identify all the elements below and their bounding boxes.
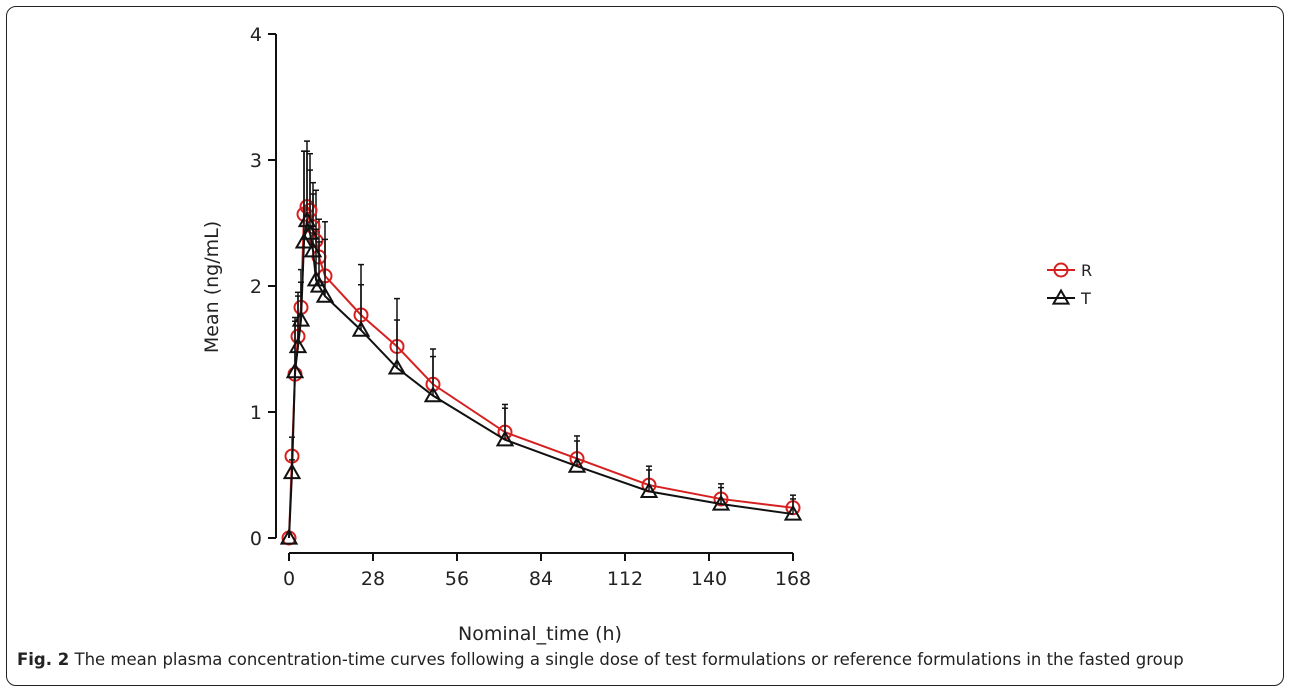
data-point bbox=[567, 456, 587, 473]
y-tick-label: 3 bbox=[250, 150, 262, 172]
chart-series bbox=[279, 140, 803, 546]
series-T bbox=[279, 150, 803, 545]
y-tick-label: 2 bbox=[250, 276, 262, 298]
figure-caption-text: The mean plasma concentration-time curve… bbox=[74, 650, 1184, 669]
x-tick-label: 28 bbox=[361, 568, 385, 590]
data-point bbox=[351, 320, 371, 337]
legend-label: R bbox=[1081, 261, 1092, 280]
data-point bbox=[711, 494, 731, 511]
data-point bbox=[309, 276, 329, 293]
data-point bbox=[285, 362, 305, 379]
y-axis-title: Mean (ng/mL) bbox=[201, 221, 223, 353]
y-tick-label: 0 bbox=[250, 528, 262, 550]
data-point bbox=[423, 386, 443, 403]
figure-frame bbox=[6, 6, 1284, 686]
legend-marker bbox=[1053, 262, 1069, 278]
legend-item-T: T bbox=[1047, 288, 1091, 308]
x-tick-label: 168 bbox=[775, 568, 811, 590]
figure-label: Fig. 2 bbox=[17, 650, 70, 669]
data-point bbox=[297, 210, 317, 228]
data-point bbox=[294, 232, 314, 249]
y-tick-label: 1 bbox=[250, 402, 262, 424]
legend-item-R: R bbox=[1047, 261, 1092, 280]
data-point bbox=[300, 223, 320, 240]
series-line-T bbox=[288, 220, 794, 539]
data-point bbox=[291, 310, 311, 327]
y-tick-label: 4 bbox=[250, 24, 262, 46]
x-tick-label: 112 bbox=[607, 568, 643, 590]
data-point bbox=[288, 336, 308, 354]
x-tick-label: 56 bbox=[445, 568, 469, 590]
x-tick-label: 0 bbox=[283, 568, 295, 590]
data-point bbox=[639, 481, 659, 499]
data-point bbox=[783, 504, 803, 521]
x-axis-title: Nominal_time (h) bbox=[458, 623, 622, 645]
data-point bbox=[303, 241, 323, 258]
legend-marker bbox=[1051, 288, 1071, 305]
series-line-R bbox=[288, 204, 794, 539]
figure-caption: Fig. 2 The mean plasma concentration-tim… bbox=[17, 650, 1277, 669]
x-tick-label: 140 bbox=[691, 568, 727, 590]
data-point bbox=[279, 528, 299, 545]
series-R bbox=[281, 140, 801, 546]
data-point bbox=[495, 430, 515, 447]
legend-label: T bbox=[1080, 289, 1091, 308]
x-tick-label: 84 bbox=[529, 568, 553, 590]
chart-legend: RT bbox=[1047, 261, 1092, 308]
chart-axes: 0 1 2 3 4 0 28 56 84 112 140 168 bbox=[250, 24, 811, 590]
data-point bbox=[282, 462, 302, 480]
data-point bbox=[315, 286, 335, 303]
data-point bbox=[387, 358, 407, 375]
